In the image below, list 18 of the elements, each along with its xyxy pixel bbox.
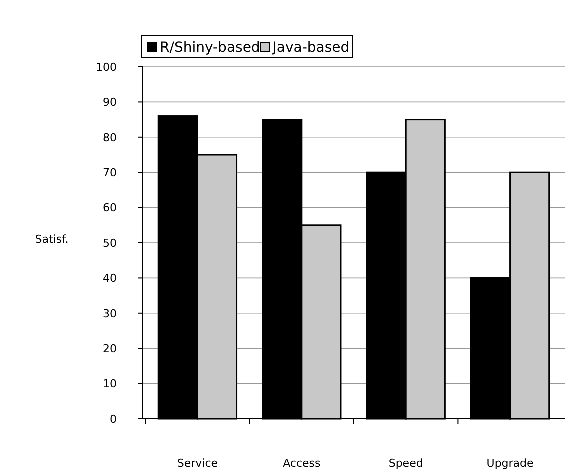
x-tick-label: Access	[283, 457, 321, 470]
y-tick-label: 50	[103, 236, 117, 250]
y-tick-label: 20	[103, 342, 117, 356]
legend-label: R/Shiny-based	[160, 40, 260, 56]
legend-label: Java-based	[272, 40, 350, 56]
y-axis-title: Satisf.	[35, 233, 69, 246]
x-tick-label: Speed	[388, 457, 424, 470]
y-tick-label: 70	[103, 166, 117, 180]
y-tick-label: 80	[103, 131, 117, 144]
y-tick-label: 10	[103, 378, 117, 391]
y-tick-label: 60	[103, 202, 117, 215]
x-tick-label: Upgrade	[486, 457, 534, 470]
y-tick-label: 0	[110, 412, 117, 426]
y-tick-label: 100	[96, 60, 117, 74]
y-tick-label: 40	[103, 272, 117, 286]
y-tick-label: 30	[103, 307, 117, 320]
x-tick-label: Service	[177, 457, 218, 470]
y-tick-label: 90	[103, 96, 117, 110]
